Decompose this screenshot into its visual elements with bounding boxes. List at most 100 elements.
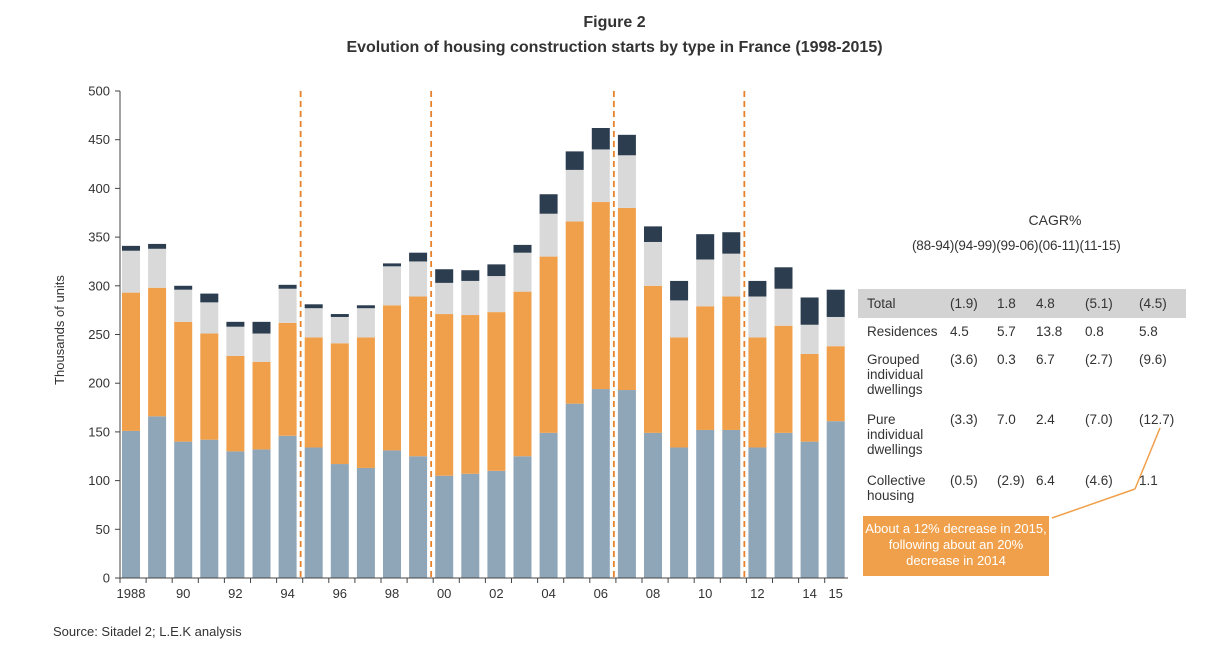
x-tick-label: 02 xyxy=(489,586,503,601)
x-tick-label: 10 xyxy=(698,586,712,601)
cagr-row-label: Grouped individual dwellings xyxy=(867,352,924,397)
bar-segment-pure_individual-2005 xyxy=(565,221,584,404)
bar-segment-grouped_individual-2015 xyxy=(826,316,845,347)
bar-segment-pure_individual-1994 xyxy=(278,322,297,436)
bar-segment-pure_individual-2003 xyxy=(513,291,532,457)
x-tick-label: 92 xyxy=(228,586,242,601)
bar-segment-residences-2013 xyxy=(774,267,793,289)
bar-segment-residences-1995 xyxy=(304,304,323,309)
bar-segment-grouped_individual-2003 xyxy=(513,252,532,292)
bar-segment-collective-2014 xyxy=(800,441,819,578)
cagr-value: (12.7) xyxy=(1139,412,1175,427)
bar-segment-residences-2006 xyxy=(591,128,610,150)
bar-segment-grouped_individual-2005 xyxy=(565,169,584,222)
cagr-value: (4.6) xyxy=(1085,473,1113,488)
bar-segment-grouped_individual-1995 xyxy=(304,308,323,338)
bar-segment-grouped_individual-2001 xyxy=(461,280,480,316)
x-tick-label: 15 xyxy=(828,586,842,601)
x-tick-label: 98 xyxy=(385,586,399,601)
bar-segment-collective-2000 xyxy=(435,475,454,578)
cagr-value: (4.5) xyxy=(1139,296,1167,311)
bar-segment-collective-1997 xyxy=(356,467,375,578)
bar-segment-pure_individual-2012 xyxy=(748,337,767,448)
cagr-row-label: Residences xyxy=(867,324,938,339)
cagr-value: 0.8 xyxy=(1085,324,1104,339)
bar-segment-residences-2009 xyxy=(670,280,689,301)
callout-leader-line-2 xyxy=(1134,427,1161,490)
bar-segment-grouped_individual-2006 xyxy=(591,149,610,203)
bar-segment-pure_individual-1991 xyxy=(200,333,219,440)
cagr-value: (1.9) xyxy=(950,296,978,311)
bar-segment-grouped_individual-1990 xyxy=(174,289,193,322)
x-tick-label: 12 xyxy=(750,586,764,601)
bar-segment-pure_individual-2008 xyxy=(644,285,662,433)
bar-segment-residences-1990 xyxy=(174,285,193,290)
bar-segment-residences-2007 xyxy=(617,134,636,156)
figure-label: Figure 2 xyxy=(583,14,646,31)
cagr-value: (3.3) xyxy=(950,412,978,427)
bar-segment-residences-1996 xyxy=(330,314,349,317)
y-tick-label: 150 xyxy=(88,424,110,439)
bar-segment-pure_individual-1993 xyxy=(252,361,271,450)
bar-segment-pure_individual-1990 xyxy=(174,321,193,442)
bar-segment-collective-2008 xyxy=(644,432,662,578)
bar-segment-grouped_individual-2012 xyxy=(748,296,767,338)
bar-segment-collective-1990 xyxy=(174,441,193,578)
bar-segment-grouped_individual-1988 xyxy=(122,250,140,293)
bar-segment-grouped_individual-1992 xyxy=(226,326,245,356)
bar-segment-collective-1998 xyxy=(383,450,401,578)
bar-segment-grouped_individual-2011 xyxy=(722,253,741,297)
cagr-value: 5.7 xyxy=(997,324,1016,339)
x-tick-label: 04 xyxy=(541,586,555,601)
y-tick-label: 100 xyxy=(88,473,110,488)
bar-segment-collective-2004 xyxy=(539,432,558,578)
bar-segment-collective-1996 xyxy=(330,464,349,578)
bar-segment-pure_individual-2015 xyxy=(826,346,845,422)
source-note: Source: Sitadel 2; L.E.K analysis xyxy=(53,624,242,639)
bar-segment-collective-1989 xyxy=(148,416,167,578)
y-tick-label: 250 xyxy=(88,327,110,342)
bar-segment-collective-2009 xyxy=(670,447,689,578)
cagr-value: 13.8 xyxy=(1036,324,1063,339)
bar-segment-pure_individual-1989 xyxy=(148,287,167,417)
bar-segment-pure_individual-1988 xyxy=(122,292,140,431)
cagr-row: Total (1.9) 1.8 4.8 (5.1) (4.5) xyxy=(858,289,1186,318)
bar-segment-pure_individual-2007 xyxy=(617,207,636,391)
callout-leader-line xyxy=(1051,488,1136,519)
x-tick-label: 94 xyxy=(280,586,294,601)
bar-segment-residences-2002 xyxy=(487,264,506,277)
bar-segment-collective-2012 xyxy=(748,447,767,578)
bar-segment-collective-2011 xyxy=(722,429,741,578)
cagr-value: 7.0 xyxy=(997,412,1016,427)
bar-segment-collective-1994 xyxy=(278,435,297,578)
bar-segment-pure_individual-2000 xyxy=(435,314,454,476)
bar-segment-grouped_individual-2010 xyxy=(696,259,715,307)
cagr-value: 1.8 xyxy=(997,296,1016,311)
bar-segment-grouped_individual-1994 xyxy=(278,288,297,323)
cagr-value: (9.6) xyxy=(1139,352,1167,367)
bar-segment-pure_individual-2013 xyxy=(774,325,793,433)
bar-segment-pure_individual-1997 xyxy=(356,337,375,468)
callout-box: About a 12% decrease in 2015, following … xyxy=(863,516,1049,576)
bar-segment-collective-2002 xyxy=(487,470,506,578)
y-tick-label: 50 xyxy=(96,522,110,537)
bar-segment-collective-2007 xyxy=(617,390,636,578)
bar-segment-grouped_individual-2004 xyxy=(539,213,558,257)
bar-segment-grouped_individual-1999 xyxy=(409,261,428,297)
bar-segment-grouped_individual-2009 xyxy=(670,300,689,338)
bar-segment-residences-2004 xyxy=(539,194,558,214)
bar-segment-grouped_individual-2013 xyxy=(774,288,793,326)
chart-title: Evolution of housing construction starts… xyxy=(346,39,883,56)
y-tick-label: 300 xyxy=(88,278,110,293)
x-tick-label: 1988 xyxy=(117,586,146,601)
bar-segment-residences-1997 xyxy=(356,305,375,309)
bar-segment-collective-1993 xyxy=(252,449,271,578)
bar-segment-collective-2006 xyxy=(591,389,610,578)
bar-segment-grouped_individual-1996 xyxy=(330,316,349,344)
bar-segment-collective-1995 xyxy=(304,447,323,578)
bar-segment-pure_individual-1995 xyxy=(304,337,323,448)
y-tick-label: 450 xyxy=(88,132,110,147)
y-tick-label: 350 xyxy=(88,230,110,245)
x-tick-label: 14 xyxy=(802,586,816,601)
cagr-value: (2.9) xyxy=(997,473,1025,488)
